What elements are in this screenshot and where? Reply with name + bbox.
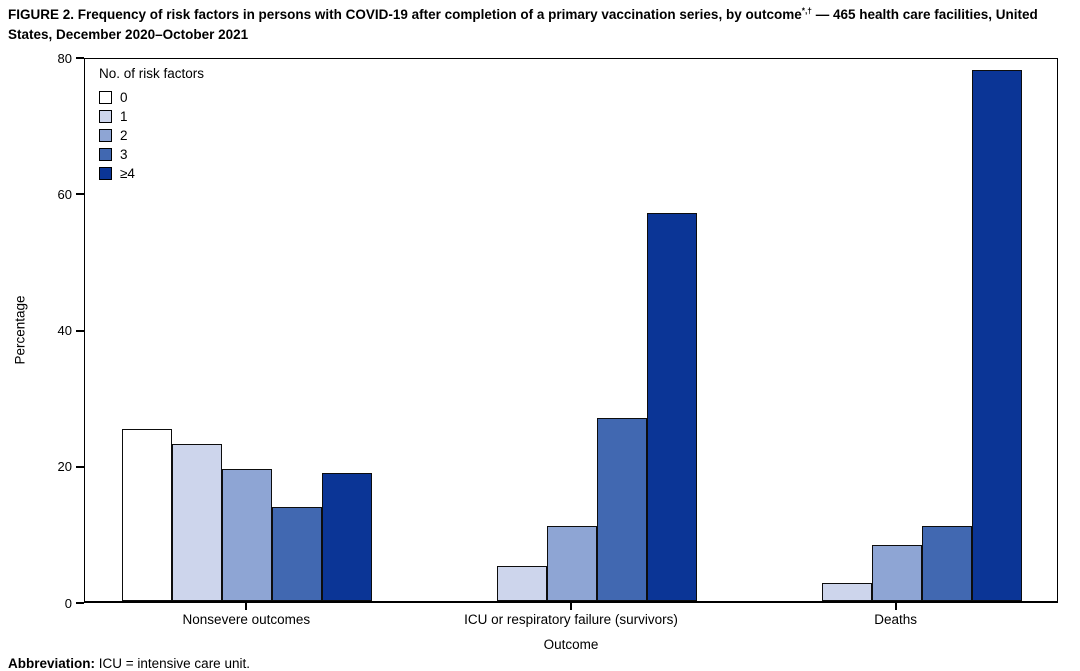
y-axis-tick-label-60: 60 xyxy=(57,186,72,202)
legend-swatch-0 xyxy=(99,91,112,104)
x-axis-tick-label-3: Deaths xyxy=(874,612,918,627)
x-axis-tick-label-1: Nonsevere outcomes xyxy=(182,612,311,627)
legend-row-1: 1 xyxy=(99,107,204,126)
bar-3-riskfactors-2 xyxy=(871,545,922,601)
figure-title: FIGURE 2. Frequency of risk factors in p… xyxy=(8,5,1074,44)
x-axis-tick-3 xyxy=(894,603,897,610)
bar-3-riskfactors-1 xyxy=(821,582,872,601)
figure-title-text: FIGURE 2. Frequency of risk factors in p… xyxy=(8,7,802,22)
figure-title-continuation: — 465 health care facilities, United Sta… xyxy=(8,7,1038,42)
y-axis-tick-label-20: 20 xyxy=(57,459,72,475)
legend-swatch-3 xyxy=(99,148,112,161)
legend: No. of risk factors 0 1 2 3 ≥4 xyxy=(99,66,204,183)
footnote: Abbreviation: ICU = intensive care unit. xyxy=(8,656,250,671)
legend-label-0: 0 xyxy=(120,90,128,105)
legend-label-3: 3 xyxy=(120,147,128,162)
legend-row-0: 0 xyxy=(99,88,204,107)
y-axis-tick-20 xyxy=(76,465,84,468)
y-axis-title: Percentage xyxy=(12,295,28,365)
legend-swatch-≥4 xyxy=(99,167,112,180)
legend-label-≥4: ≥4 xyxy=(120,166,135,181)
legend-row-3: 3 xyxy=(99,145,204,164)
footnote-text: ICU = intensive care unit. xyxy=(95,656,250,671)
legend-label-1: 1 xyxy=(120,109,128,124)
footnote-label: Abbreviation: xyxy=(8,656,96,671)
y-axis-tick-80 xyxy=(76,57,84,59)
bar-2-riskfactors-3 xyxy=(597,418,647,601)
bar-2-riskfactors-2 xyxy=(547,526,597,601)
bar-1-riskfactors-≥4 xyxy=(322,472,373,601)
y-axis-tick-label-80: 80 xyxy=(57,50,72,66)
x-axis-tick-label-2: ICU or respiratory failure (survivors) xyxy=(464,612,678,627)
legend-swatch-1 xyxy=(99,110,112,123)
plot-area: No. of risk factors 0 1 2 3 ≥4 xyxy=(84,58,1058,603)
bar-1-riskfactors-1 xyxy=(172,444,223,601)
y-axis-tick-label-40: 40 xyxy=(57,323,72,338)
bar-1-riskfactors-3 xyxy=(272,507,323,601)
y-axis-tick-label-0: 0 xyxy=(64,595,72,611)
bar-2-riskfactors-1 xyxy=(497,565,547,601)
legend-swatch-2 xyxy=(99,129,112,142)
bar-3-riskfactors-≥4 xyxy=(971,69,1022,601)
figure-title-superscript: *,† xyxy=(801,5,812,16)
y-axis-tick-0 xyxy=(76,602,84,604)
y-axis-tick-60 xyxy=(76,193,84,196)
x-axis-title: Outcome xyxy=(543,637,599,652)
legend-label-2: 2 xyxy=(120,128,128,143)
y-axis-tick-40 xyxy=(76,329,84,332)
x-axis-tick-1 xyxy=(245,603,248,610)
bar-2-riskfactors-≥4 xyxy=(647,212,697,601)
legend-row-≥4: ≥4 xyxy=(99,164,204,183)
legend-title: No. of risk factors xyxy=(99,66,205,81)
legend-rows: 0 1 2 3 ≥4 xyxy=(99,88,204,183)
bar-1-riskfactors-0 xyxy=(122,429,173,601)
x-axis-tick-2 xyxy=(570,603,572,610)
legend-row-2: 2 xyxy=(99,126,204,145)
bar-3-riskfactors-3 xyxy=(921,526,972,601)
bar-1-riskfactors-2 xyxy=(222,468,273,601)
